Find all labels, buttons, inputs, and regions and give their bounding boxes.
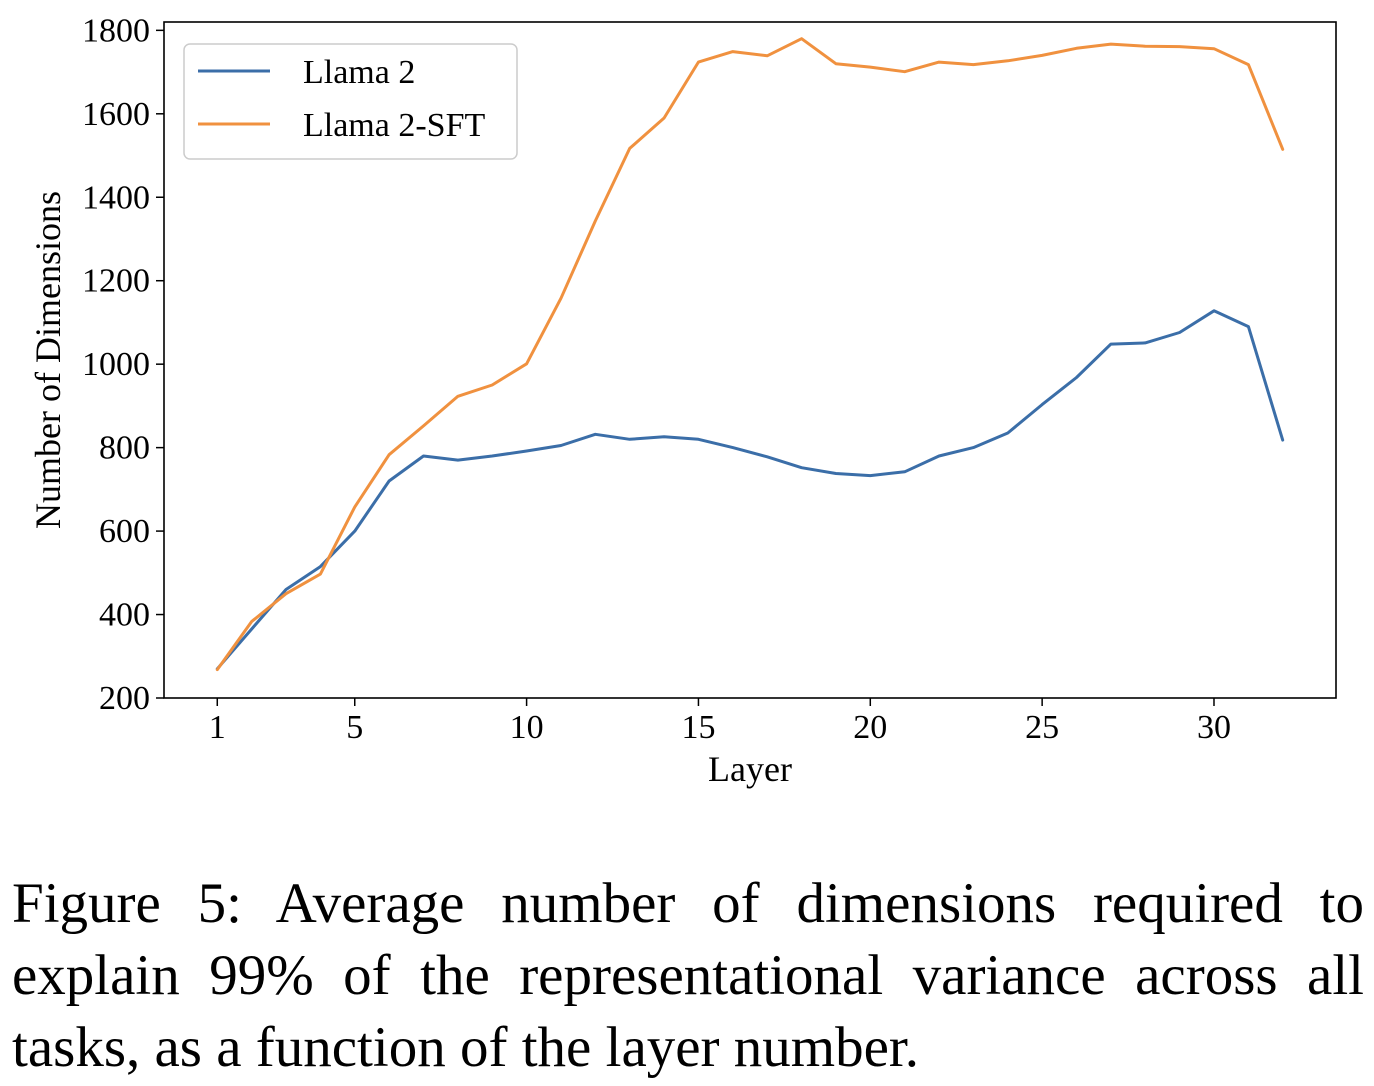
y-tick-label: 1200: [82, 263, 150, 300]
x-tick-label: 5: [346, 709, 363, 746]
x-tick-label: 30: [1197, 709, 1231, 746]
series-line-llama-2: [217, 311, 1282, 669]
y-tick-label: 1400: [82, 179, 150, 216]
x-tick-label: 25: [1025, 709, 1059, 746]
legend-label-llama-2: Llama 2: [303, 54, 415, 91]
y-tick-label: 1800: [82, 12, 150, 49]
y-tick-label: 1600: [82, 96, 150, 133]
figure-caption: Figure 5: Average number of dimensions r…: [12, 868, 1364, 1084]
x-axis-label: Layer: [708, 749, 792, 789]
y-tick-label: 400: [99, 597, 150, 634]
y-axis-label: Number of Dimensions: [28, 191, 68, 529]
y-tick-label: 1000: [82, 346, 150, 383]
y-tick-label: 600: [99, 513, 150, 550]
x-axis-ticks: 1 5 10 15 20 25 30: [209, 698, 1231, 746]
x-tick-label: 20: [853, 709, 887, 746]
legend: Llama 2 Llama 2-SFT: [184, 44, 517, 159]
y-tick-label: 800: [99, 430, 150, 467]
x-tick-label: 1: [209, 709, 226, 746]
y-tick-label: 200: [99, 680, 150, 717]
y-axis-ticks: 200 400 600 800 1000 1200 1400 1600 1800: [82, 12, 164, 717]
legend-label-llama-2-sft: Llama 2-SFT: [303, 107, 485, 144]
x-tick-label: 10: [510, 709, 544, 746]
x-tick-label: 15: [681, 709, 715, 746]
